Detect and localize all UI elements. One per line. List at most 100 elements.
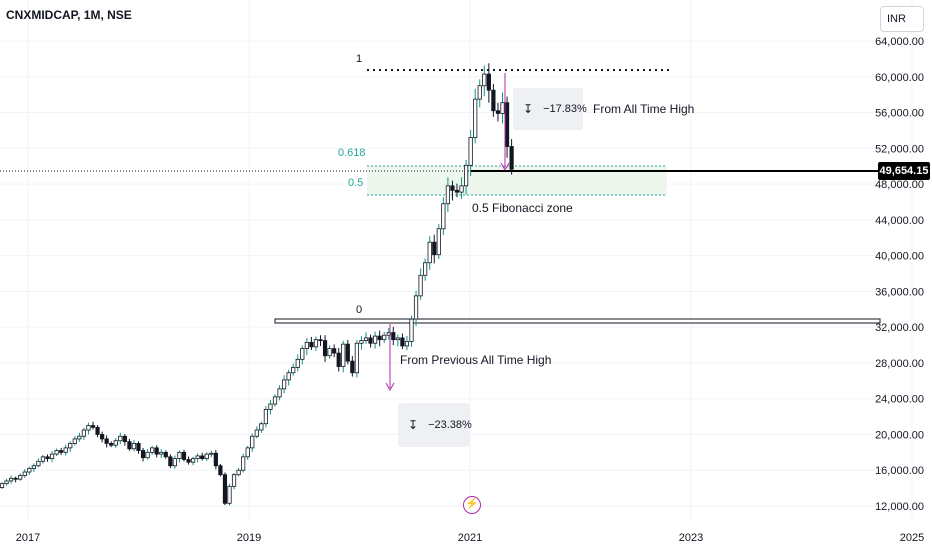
candle-body	[332, 348, 337, 354]
candle-body	[304, 341, 309, 350]
candle-body	[441, 203, 446, 230]
candle-body	[227, 485, 232, 504]
candle-body	[204, 453, 209, 460]
y-axis[interactable]: 64,000.00 60,000.00 56,000.00 52,000.00 48,0…	[875, 36, 924, 513]
candle-body	[418, 274, 423, 297]
candle-body	[291, 366, 296, 374]
candle-body	[413, 295, 419, 320]
candle-body	[154, 447, 159, 455]
x-tick-label: 2021	[458, 532, 482, 544]
candle-body	[409, 318, 414, 342]
candle-body	[236, 469, 241, 476]
candle-body	[18, 475, 23, 480]
candle-body	[36, 460, 41, 467]
ath-drop-percent: −17.83%	[543, 103, 587, 115]
candle-body	[136, 443, 141, 451]
candle-body	[49, 453, 55, 460]
candle-body	[109, 443, 114, 446]
x-axis: 20172019202120232025202720292031	[16, 532, 924, 544]
candle-body	[391, 332, 396, 341]
y-tick-label: 20,000.00	[875, 429, 924, 441]
fib-05-label: 0.5	[348, 177, 363, 189]
y-tick-label: 32,000.00	[875, 322, 924, 334]
ath-drop-text: From All Time High	[593, 102, 694, 116]
candle-body	[427, 241, 432, 264]
candle-body	[495, 110, 501, 114]
candle-body	[213, 452, 218, 467]
candle-body	[86, 425, 91, 431]
candle-body	[190, 458, 196, 463]
fib-zone-label: 0.5 Fibonacci zone	[472, 201, 573, 215]
lightning-icon[interactable]: ⚡	[463, 496, 481, 514]
candle-body	[118, 435, 123, 442]
prev-ath-arrowhead	[385, 382, 395, 392]
candle-body	[145, 451, 150, 459]
candle-body	[450, 185, 455, 191]
candle-body	[77, 435, 82, 440]
candle-body	[209, 452, 214, 455]
prev-ath-line	[274, 318, 881, 324]
currency-selector[interactable]: INR	[880, 6, 924, 32]
candle-body	[350, 360, 355, 374]
y-tick-label: 40,000.00	[875, 251, 924, 263]
candle-body	[222, 474, 228, 504]
candle-body	[104, 438, 109, 444]
candle-body	[54, 450, 59, 455]
candle-body	[382, 334, 387, 341]
candle-body	[482, 73, 487, 87]
x-tick-label: 2025	[900, 532, 924, 544]
y-tick-label: 12,000.00	[875, 501, 924, 513]
symbol-title[interactable]: CNXMIDCAP, 1M, NSE	[6, 8, 132, 22]
candle-body	[327, 348, 332, 357]
candle-body	[163, 451, 168, 458]
candle-body	[68, 443, 73, 449]
candle-body	[268, 403, 273, 410]
candle-body	[231, 474, 237, 487]
y-tick-label: 52,000.00	[875, 143, 924, 155]
y-tick-label: 60,000.00	[875, 72, 924, 84]
ath-drop-arrowhead	[500, 162, 510, 172]
candle-body	[254, 429, 259, 437]
candle-body	[245, 447, 250, 458]
candle-body	[359, 340, 364, 344]
last-price-tag: 49,654.15	[878, 162, 930, 180]
candle-body	[500, 102, 505, 114]
candle-body	[13, 477, 18, 480]
candle-body	[200, 455, 205, 460]
candle-body	[377, 335, 382, 341]
candle-body	[313, 339, 319, 348]
candle-body	[0, 483, 5, 488]
y-tick-label: 16,000.00	[875, 465, 924, 477]
gridlines	[0, 0, 913, 520]
candle-body	[81, 429, 86, 437]
candle-body	[72, 438, 77, 444]
candle-body	[486, 73, 491, 91]
candle-body	[463, 164, 469, 187]
candle-body	[477, 85, 482, 100]
candle-body	[400, 337, 405, 347]
candle-body	[90, 425, 96, 428]
candles	[0, 63, 514, 506]
candle-body	[4, 480, 9, 485]
candle-body	[259, 423, 264, 431]
y-tick-label: 28,000.00	[875, 358, 924, 370]
candle-body	[281, 379, 287, 390]
candle-body	[468, 137, 473, 166]
candle-body	[140, 450, 146, 459]
prev-ath-measure-box[interactable]: ↧ −23.38%	[398, 403, 472, 447]
candle-body	[368, 337, 373, 344]
ath-measure-box[interactable]: ↧ −17.83%	[513, 88, 587, 130]
candle-body	[172, 458, 177, 467]
candle-body	[127, 441, 132, 450]
candle-body	[168, 456, 173, 467]
y-tick-label: 36,000.00	[875, 286, 924, 298]
candle-body	[181, 451, 187, 460]
ruler-vertical-icon: ↧	[408, 418, 419, 432]
x-tick-label: 2017	[16, 532, 40, 544]
candle-body	[318, 339, 323, 342]
candle-body	[309, 341, 314, 348]
candle-body	[395, 337, 400, 341]
candle-body	[218, 465, 223, 476]
candle-body	[504, 102, 510, 147]
